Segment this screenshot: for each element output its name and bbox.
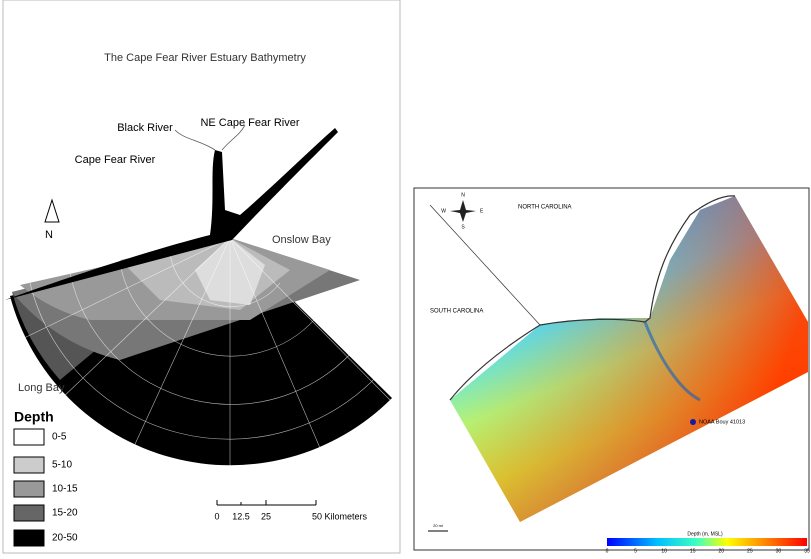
map-scale-label: 20 mi — [433, 523, 443, 528]
compass-label: N — [461, 192, 465, 198]
buoy-label: NOAA Bouy 41013 — [699, 419, 745, 425]
north-label: N — [45, 229, 53, 241]
page: The Cape Fear River Estuary Bathymetry B… — [0, 0, 811, 554]
scale-bar: 0 12.5 25 50 Kilometers — [214, 500, 367, 521]
left-map: The Cape Fear River Estuary Bathymetry B… — [3, 0, 400, 553]
legend-title: Depth — [14, 409, 54, 425]
scale-label: 0 — [214, 511, 219, 521]
legend-label: 10-15 — [52, 484, 78, 495]
scale-label: 12.5 — [232, 511, 250, 521]
map-title: The Cape Fear River Estuary Bathymetry — [104, 52, 306, 64]
legend-swatch — [14, 530, 44, 546]
north-arrow — [45, 200, 59, 222]
fan-grid — [5, 125, 392, 466]
legend: 0-5 5-10 10-15 15-20 20-50 — [14, 429, 78, 546]
river-label: Black River — [117, 122, 173, 134]
buoy-marker — [690, 419, 696, 425]
colorbar-tick-label: 20 — [719, 548, 725, 554]
legend-label: 5-10 — [52, 460, 72, 471]
colorbar-title: Depth (m, MSL) — [687, 531, 723, 537]
colorbar-tick-label: 0 — [606, 548, 609, 554]
legend-swatch — [14, 429, 44, 445]
scale-label: 25 — [261, 511, 271, 521]
state-label: SOUTH CAROLINA — [430, 309, 483, 315]
legend-swatch — [14, 481, 44, 497]
scale-label: 50 Kilometers — [312, 511, 368, 521]
compass-label: W — [441, 208, 446, 214]
legend-label: 20-50 — [52, 533, 78, 544]
colorbar-tick-label: 35 — [804, 548, 810, 554]
colorbar-tick-label: 30 — [776, 548, 782, 554]
colorbar-tick-label: 15 — [690, 548, 696, 554]
bay-label: Onslow Bay — [272, 234, 331, 246]
legend-swatch — [14, 505, 44, 521]
colorbar-tick-label: 5 — [634, 548, 637, 554]
legend-label: 0-5 — [52, 432, 67, 443]
colorbar-tick-label: 25 — [747, 548, 753, 554]
colorbar — [607, 538, 807, 546]
river-label: Cape Fear River — [75, 154, 156, 166]
legend-label: 15-20 — [52, 508, 78, 519]
legend-swatch — [14, 457, 44, 473]
state-label: NORTH CAROLINA — [518, 205, 572, 211]
right-map: N S E W NORTH CAROLINA SOUTH CAROLINA NO… — [414, 188, 810, 554]
colorbar-tick-label: 10 — [661, 548, 667, 554]
bay-label: Long Bay — [18, 382, 65, 394]
river-label: NE Cape Fear River — [200, 117, 299, 129]
